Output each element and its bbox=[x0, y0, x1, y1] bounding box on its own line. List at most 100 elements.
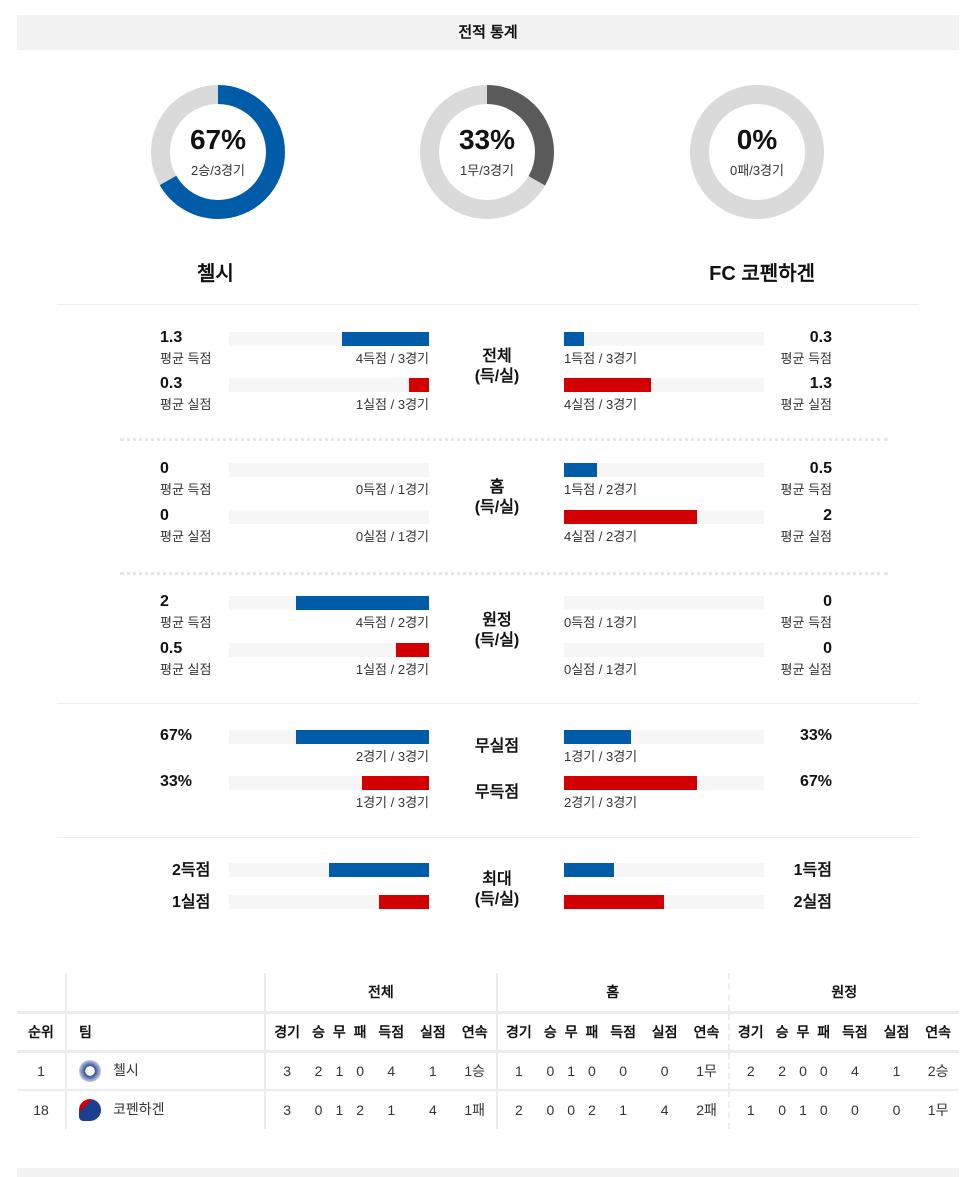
donut-fill bbox=[420, 85, 554, 219]
stat-cell: 1 bbox=[619, 1102, 627, 1118]
left-label: 평균 실점 bbox=[160, 662, 212, 677]
left-bar-fill bbox=[295, 596, 429, 610]
donut-percent: 33% bbox=[458, 124, 516, 155]
stat-cell: 1승 bbox=[453, 1051, 497, 1091]
header-loss: 패 bbox=[349, 1012, 371, 1053]
header-win: 승 bbox=[771, 1012, 793, 1053]
right-label: 평균 득점 bbox=[780, 615, 832, 630]
stat-cell: 1 bbox=[387, 1102, 396, 1118]
right-bar-track bbox=[564, 596, 764, 610]
left-label: 평균 득점 bbox=[160, 482, 212, 497]
left-bar-track bbox=[229, 378, 429, 392]
stat-cell: 0 bbox=[813, 1051, 835, 1091]
left-value: 1.3 bbox=[160, 329, 183, 346]
donut-percent: 67% bbox=[189, 124, 247, 155]
stat-cell: 0 bbox=[539, 1051, 561, 1091]
right-bar-track bbox=[564, 863, 764, 877]
left-label: 평균 실점 bbox=[160, 397, 212, 412]
header-blank bbox=[65, 973, 265, 1014]
header-group: 원정 bbox=[727, 973, 959, 1014]
left-caption: 0득점 / 1경기 bbox=[355, 482, 429, 497]
header-loss: 패 bbox=[581, 1012, 603, 1053]
left-bar-fill bbox=[362, 776, 429, 790]
donut-subtitle: 0패/3경기 bbox=[730, 163, 784, 178]
right-value: 0.5 bbox=[809, 460, 832, 477]
right-caption: 0실점 / 1경기 bbox=[564, 662, 638, 677]
left-bar-track bbox=[229, 895, 429, 909]
donut-ring bbox=[420, 85, 554, 219]
right-bar-fill bbox=[564, 510, 698, 524]
stat-cell: 1 bbox=[412, 1051, 454, 1091]
right-label: 평균 득점 bbox=[780, 351, 832, 366]
stat-cell: 4 bbox=[660, 1102, 669, 1118]
left-bar-track bbox=[229, 730, 429, 744]
right-bar-fill bbox=[564, 463, 598, 477]
right-label: 평균 실점 bbox=[780, 397, 832, 412]
donut-chart bbox=[417, 82, 557, 222]
donut-ring bbox=[151, 85, 285, 219]
team-name[interactable]: 코펜하겐 bbox=[113, 1100, 165, 1117]
stat-cell: 0 bbox=[851, 1102, 859, 1118]
header-scored: 득점 bbox=[370, 1012, 413, 1053]
table-row: 18 코펜하겐 3 0 1 2 1 4 1패 2 0 0 2 1 4 2패 1 0 1 0 0 0 1무 bbox=[17, 1090, 959, 1129]
donut-ring bbox=[690, 85, 824, 219]
stat-cell: 0 bbox=[602, 1051, 644, 1091]
left-bar-track bbox=[229, 332, 429, 346]
donut-chart bbox=[687, 82, 827, 222]
left-bar-fill bbox=[295, 730, 429, 744]
header-conceded: 실점 bbox=[412, 1012, 454, 1053]
stat-cell: 0 bbox=[546, 1102, 555, 1118]
stat-cell: 1 bbox=[328, 1051, 350, 1091]
right-label: 평균 실점 bbox=[780, 662, 832, 677]
center-label: 최대 (득/실) bbox=[474, 871, 520, 908]
left-value: 33% bbox=[160, 773, 193, 790]
stat-cell: 1 bbox=[875, 1051, 918, 1091]
team-cell: 첼시 bbox=[65, 1051, 265, 1091]
right-caption: 2경기 / 3경기 bbox=[564, 795, 638, 810]
footer-bar bbox=[17, 1168, 959, 1177]
stat-cell: 1 bbox=[727, 1090, 772, 1129]
center-label: 원정 (득/실) bbox=[474, 612, 520, 649]
right-value: 2실점 bbox=[793, 894, 832, 911]
chelsea-logo-icon bbox=[79, 1059, 101, 1082]
stat-cell: 1 bbox=[560, 1051, 582, 1091]
left-value: 0 bbox=[160, 460, 169, 477]
stat-cell: 0 bbox=[778, 1102, 787, 1118]
left-value: 67% bbox=[160, 727, 193, 744]
stat-cell: 0 bbox=[819, 1102, 828, 1118]
team-name[interactable]: 첼시 bbox=[113, 1061, 139, 1078]
right-bar-fill bbox=[564, 863, 614, 877]
center-label: 무득점 bbox=[474, 784, 520, 801]
stat-cell: 3 bbox=[263, 1090, 309, 1129]
stat-cell: 2 bbox=[727, 1051, 772, 1091]
right-bar-fill bbox=[564, 776, 698, 790]
header-streak: 연속 bbox=[917, 1012, 959, 1053]
right-bar-track bbox=[564, 776, 764, 790]
center-label: 홈 (득/실) bbox=[474, 479, 520, 516]
table-row: 1 첼시 3 2 1 0 4 1 1승 1 0 1 0 0 0 1무 2 2 0 0 4 1 2승 bbox=[17, 1051, 959, 1091]
right-label: 평균 실점 bbox=[780, 529, 832, 544]
right-value: 1득점 bbox=[793, 862, 832, 879]
header-scored: 득점 bbox=[834, 1012, 876, 1053]
header-streak: 연속 bbox=[453, 1012, 497, 1053]
section-divider bbox=[120, 438, 888, 441]
right-value: 0 bbox=[823, 640, 832, 657]
stat-cell: 2패 bbox=[696, 1102, 717, 1118]
header-win: 승 bbox=[308, 1012, 329, 1053]
donut-subtitle: 2승/3경기 bbox=[191, 163, 245, 178]
standings-table: 전체 홈 원정 순위 팀 경기 승 무 패 득점 실점 연속 경기 승 무 패 득점 실점 연속 경기 승 무 패 득점 실점… bbox=[17, 973, 959, 1129]
donut-percent: 0% bbox=[736, 124, 778, 155]
stat-cell: 1 bbox=[495, 1051, 540, 1091]
left-value: 1실점 bbox=[172, 894, 211, 911]
stat-cell: 0 bbox=[892, 1102, 901, 1118]
donut-subtitle: 1무/3경기 bbox=[460, 163, 514, 178]
left-label: 평균 득점 bbox=[160, 615, 212, 630]
donut-track bbox=[690, 85, 824, 219]
stat-cell: 2 bbox=[495, 1090, 540, 1129]
left-bar-fill bbox=[395, 643, 429, 657]
header-games: 경기 bbox=[495, 1012, 540, 1053]
right-caption: 0득점 / 1경기 bbox=[564, 615, 638, 630]
header-loss: 패 bbox=[813, 1012, 835, 1053]
home-team-name: 첼시 bbox=[197, 263, 234, 285]
header-scored: 득점 bbox=[602, 1012, 644, 1053]
